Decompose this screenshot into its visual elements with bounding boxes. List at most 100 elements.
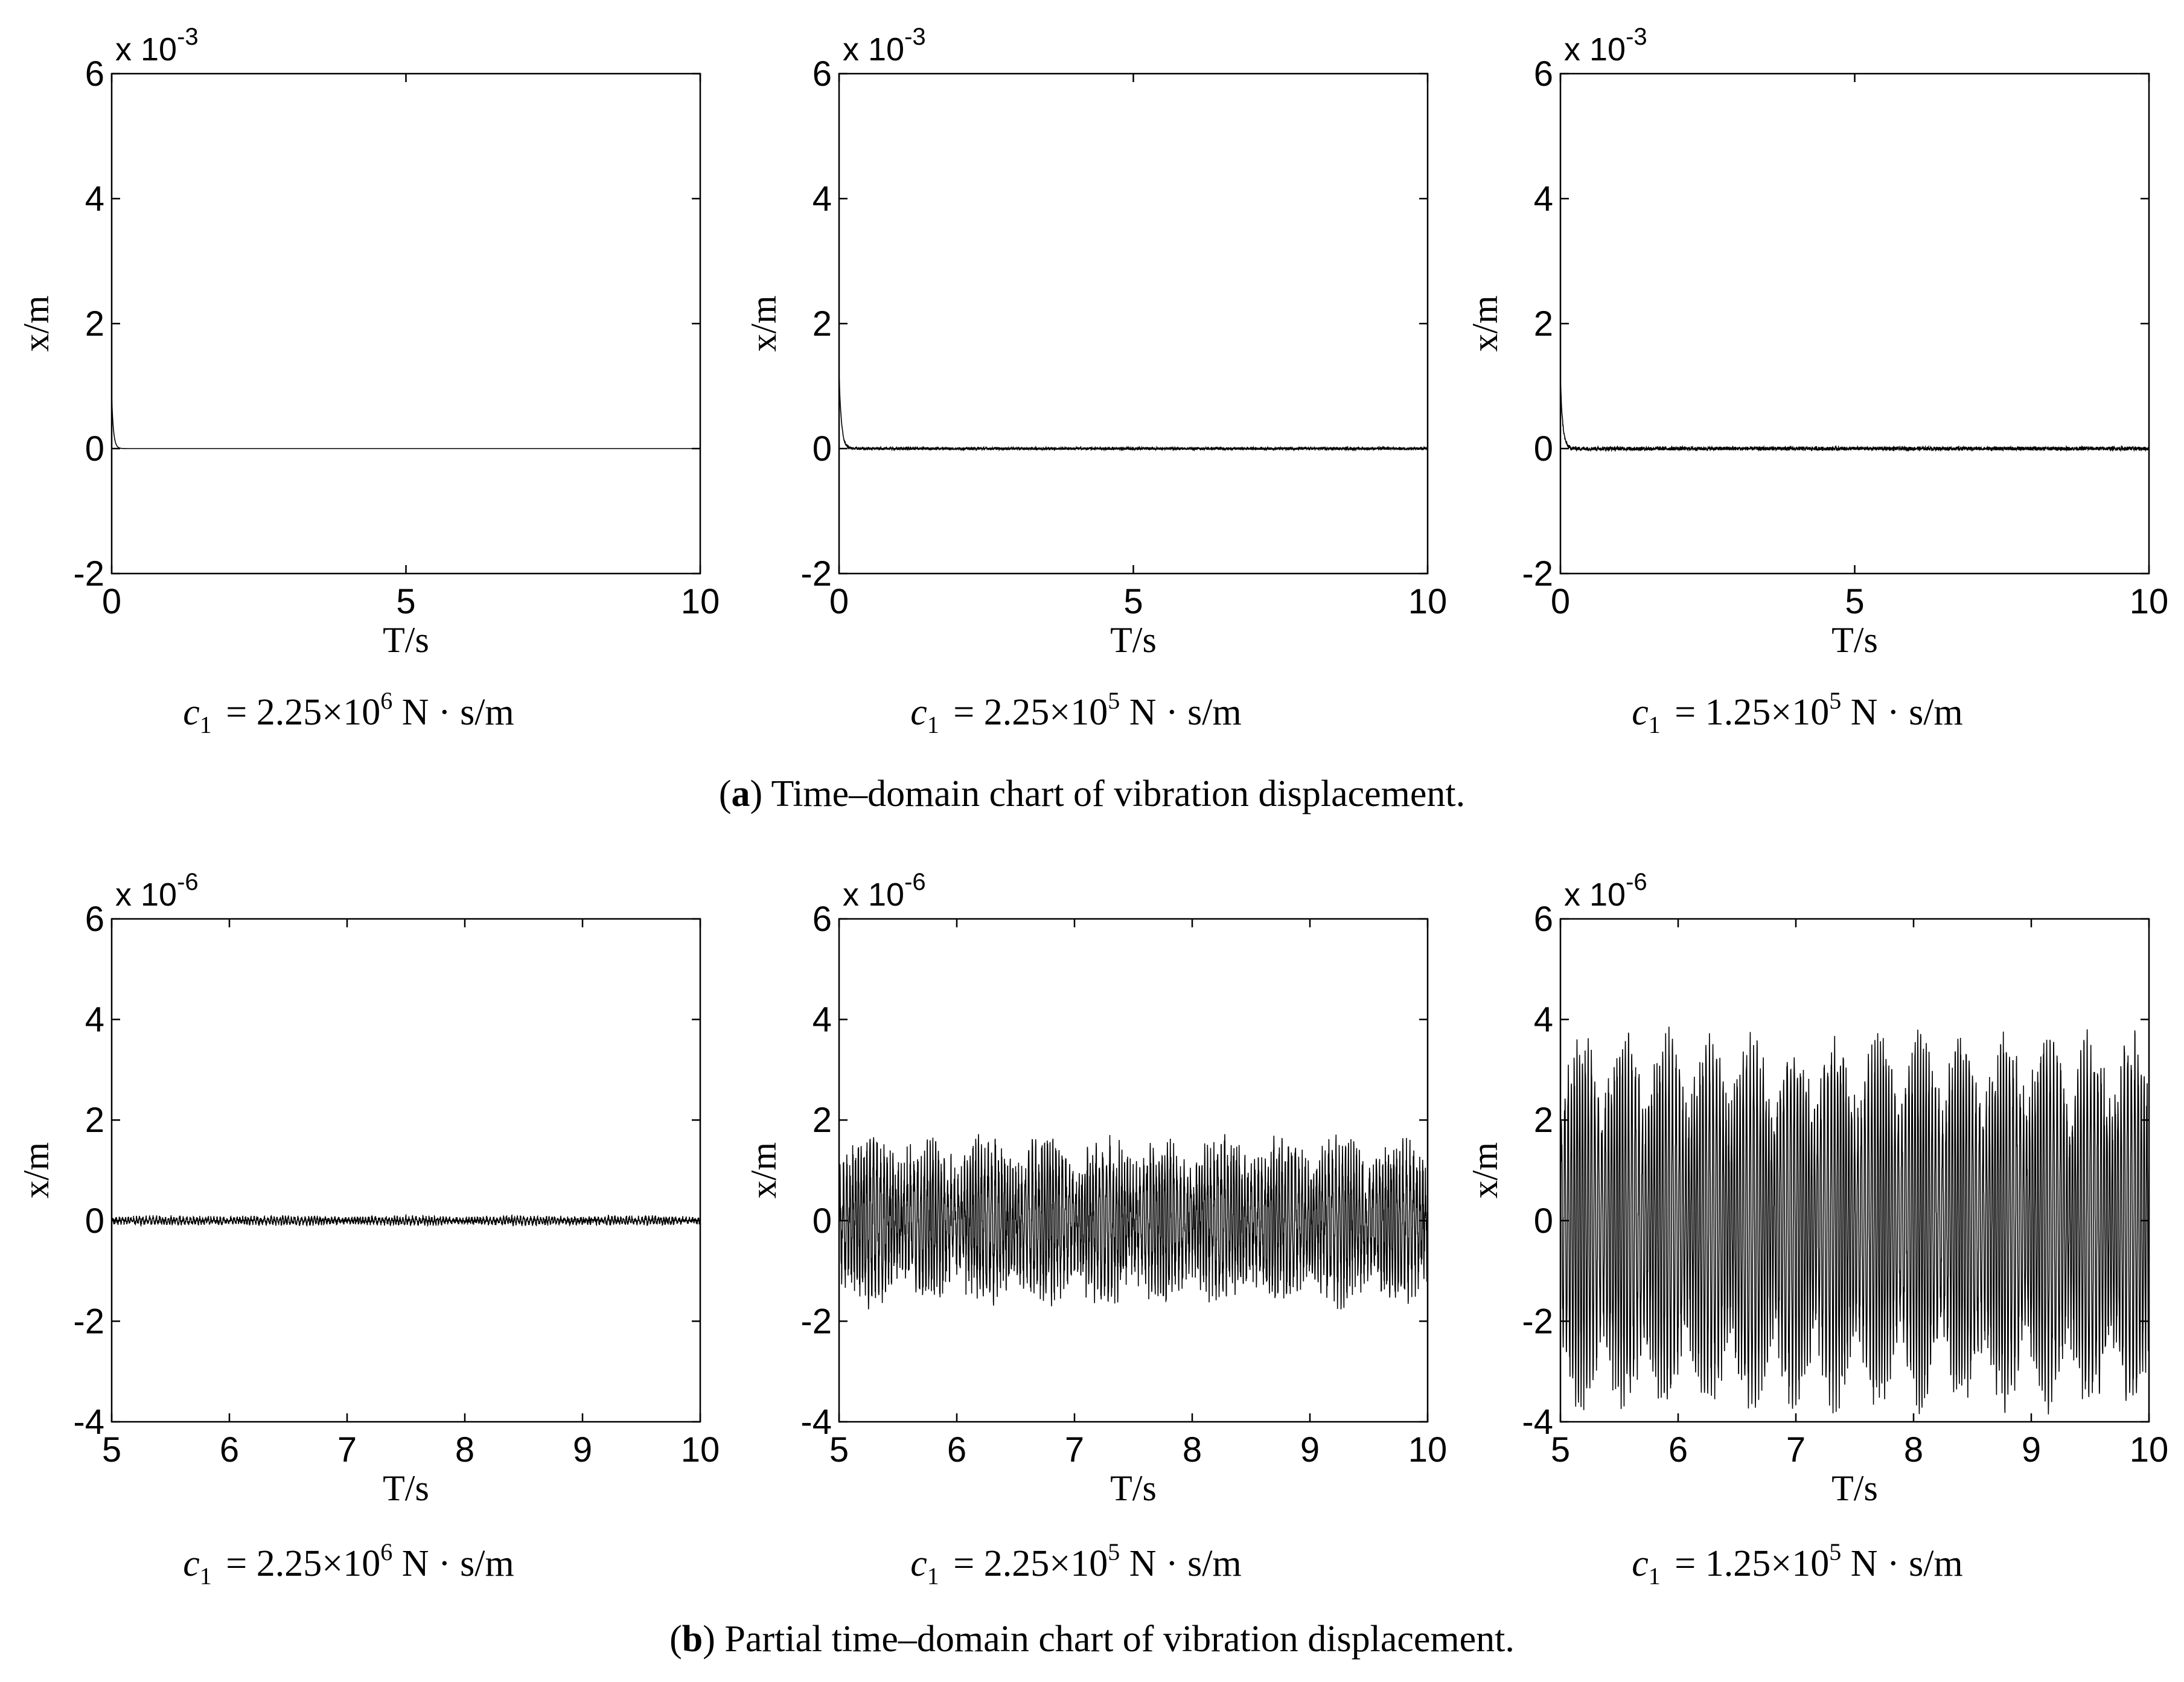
xtick-label: 5 [1551,1430,1570,1469]
panel-caption-b3: c1 = 1.25×105 N · s/m [1632,1538,1962,1590]
ytick-label: 4 [1534,1000,1553,1040]
y-axis-label-a1: x/m [16,295,56,351]
ytick-label: 4 [813,179,832,219]
axis-exponent-b2: x 10-6 [843,869,926,913]
axis-exponent-b3: x 10-6 [1564,869,1647,913]
ytick-label: 0 [85,1201,104,1241]
ytick-label: 2 [85,1101,104,1140]
xtick-label: 8 [1183,1430,1202,1469]
axis-exponent-a2: x 10-3 [843,24,926,68]
series-line-b3 [1560,1026,2150,1415]
series-line-b1 [111,1213,701,1227]
ytick-label: 2 [1534,304,1553,344]
y-axis-label-a2: x/m [744,295,784,351]
xtick-label: 0 [829,582,849,621]
xtick-label: 5 [1123,582,1143,621]
x-axis-label-b3: T/s [1831,1468,1878,1508]
xtick-label: 5 [1845,582,1864,621]
x-axis-label-b1: T/s [383,1468,429,1508]
xtick-label: 8 [1904,1430,1923,1469]
ytick-label: 2 [813,304,832,344]
x-axis-label-b2: T/s [1110,1468,1157,1508]
plot-frame-b2 [838,918,1429,1423]
axis-exponent-a3: x 10-3 [1564,24,1647,68]
xtick-label: 8 [455,1430,474,1469]
xtick-label: 10 [681,582,720,621]
ytick-label: -2 [800,554,832,593]
xtick-label: 7 [1786,1430,1806,1469]
series-line-a2 [838,374,1428,452]
ytick-label: 6 [1534,54,1553,94]
ytick-label: 6 [813,900,832,939]
ytick-label: 4 [85,1000,104,1040]
x-axis-label-a2: T/s [1110,620,1157,660]
ytick-label: 6 [85,900,104,939]
panel-caption-b1: c1 = 2.25×106 N · s/m [183,1538,514,1590]
ytick-label: 0 [1534,429,1553,468]
ytick-label: -2 [800,1302,832,1341]
ytick-label: 6 [813,54,832,94]
ytick-label: -4 [1522,1402,1553,1442]
xtick-label: 6 [1668,1430,1688,1469]
panel-b1: -4 -2 0 2 4 6 5 6 7 8 9 10 x 10-6 T/s x/m c1 = 2.25×106… [16,869,720,1590]
ytick-label: -4 [73,1402,104,1442]
axis-exponent-b1: x 10-6 [115,869,199,913]
xtick-label: 0 [102,582,121,621]
y-axis-label-b1: x/m [16,1142,56,1198]
panel-caption-a3: c1 = 1.25×105 N · s/m [1632,687,1962,738]
xtick-label: 10 [2130,1430,2169,1469]
y-axis-label-b2: x/m [744,1142,784,1198]
row-a-caption: (a) Time–domain chart of vibration displ… [719,773,1465,814]
ytick-label: 4 [1534,179,1553,219]
row-b-caption: (b) Partial time–domain chart of vibrati… [669,1619,1515,1660]
plot-frame-a3 [1559,72,2150,575]
series-line-a1 [111,395,700,449]
ytick-label: 0 [1534,1201,1553,1241]
xtick-label: 0 [1551,582,1570,621]
x-axis-label-a3: T/s [1831,620,1878,660]
y-axis-label-b3: x/m [1465,1142,1505,1198]
ytick-label: -2 [73,554,104,593]
ytick-label: 2 [1534,1101,1553,1140]
xtick-label: 10 [2130,582,2169,621]
ytick-label: 4 [85,179,104,219]
ytick-label: 6 [1534,900,1553,939]
xtick-label: 6 [220,1430,239,1469]
xtick-label: 10 [681,1430,720,1469]
xtick-label: 9 [2022,1430,2041,1469]
xtick-label: 5 [102,1430,121,1469]
series-line-b2 [838,1134,1428,1309]
plot-frame-a1 [110,72,701,575]
ytick-label: 2 [813,1101,832,1140]
ytick-label: -2 [1522,1302,1553,1341]
panel-caption-b2: c1 = 2.25×105 N · s/m [910,1538,1241,1590]
plot-frame-a2 [838,72,1429,575]
ytick-label: 6 [85,54,104,94]
xtick-label: 7 [337,1430,357,1469]
plot-frame-b1 [110,918,701,1423]
panel-caption-a1: c1 = 2.25×106 N · s/m [183,687,514,738]
xtick-label: 9 [1300,1430,1320,1469]
series-line-a3 [1560,380,2150,453]
xtick-label: 9 [573,1430,592,1469]
panel-b2: -4 -2 0 2 4 6 5 6 7 8 9 10 x 10-6 T/s x/m c1 = 2.25×105… [744,869,1447,1590]
panel-caption-a2: c1 = 2.25×105 N · s/m [910,687,1241,738]
ytick-label: 4 [813,1000,832,1040]
ytick-label: -2 [1522,554,1553,593]
ytick-label: 0 [813,429,832,468]
xtick-label: 10 [1408,582,1448,621]
y-axis-label-a3: x/m [1465,295,1505,351]
ytick-label: -2 [73,1302,104,1341]
x-axis-label-a1: T/s [383,620,429,660]
xtick-label: 6 [947,1430,966,1469]
ytick-label: -4 [800,1402,832,1442]
xtick-label: 5 [396,582,415,621]
panel-b3: -4 -2 0 2 4 6 5 6 7 8 9 10 x 10-6 T/s x/m c1 = 1.25×105… [1465,869,2168,1590]
plot-frame-b3 [1559,918,2150,1423]
ytick-label: 2 [85,304,104,344]
xtick-label: 10 [1408,1430,1448,1469]
